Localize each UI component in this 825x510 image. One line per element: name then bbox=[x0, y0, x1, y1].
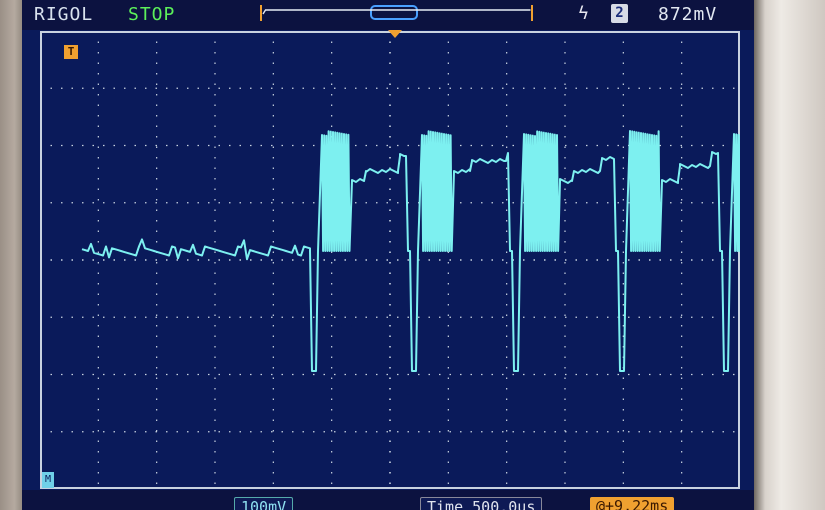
bottom-status-bar bbox=[22, 490, 754, 510]
time-base-readout[interactable]: Time 500.0us bbox=[420, 497, 543, 510]
run-state-label[interactable]: STOP bbox=[128, 4, 176, 25]
waveform-grid bbox=[40, 31, 740, 489]
trigger-level-marker[interactable]: T bbox=[64, 45, 78, 59]
bezel-right bbox=[752, 0, 825, 510]
trigger-offset-readout[interactable]: @+9.22ms bbox=[590, 497, 675, 510]
channel-ground-marker[interactable]: M bbox=[42, 472, 54, 488]
trigger-position-marker[interactable] bbox=[388, 30, 402, 38]
memory-window-indicator bbox=[370, 5, 418, 20]
edge-trigger-icon: ϟ bbox=[578, 3, 589, 24]
channel-scale-readout[interactable]: 100mV bbox=[234, 497, 294, 510]
memory-position-bar[interactable] bbox=[259, 3, 534, 23]
brand-label: RIGOL bbox=[34, 4, 94, 25]
channel-waveform-trace bbox=[81, 130, 740, 372]
trigger-level-readout: 872mV bbox=[658, 4, 718, 25]
trigger-channel-badge[interactable]: 2 bbox=[611, 4, 628, 23]
oscilloscope-screen: RIGOL STOP ϟ 2 872mV T M 100mV Time 500.… bbox=[22, 0, 754, 510]
bezel-left bbox=[0, 0, 24, 510]
